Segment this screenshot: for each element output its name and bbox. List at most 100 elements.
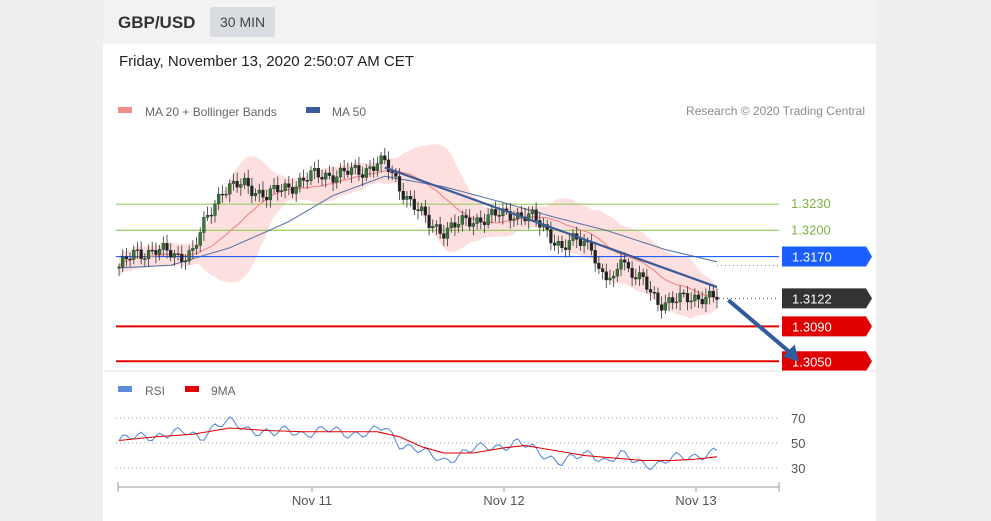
candle-body xyxy=(397,176,402,192)
candle-body xyxy=(176,253,180,255)
candle-body xyxy=(187,250,191,262)
pivot-tag-label: 1.3170 xyxy=(792,250,832,265)
price-plot-area: 1.3230 1.3200 1.3170 1.3122 1.3090 1.3050 xyxy=(116,144,872,372)
rsi-ma-line xyxy=(118,427,718,462)
time-axis-tick-label: Nov 13 xyxy=(675,493,716,508)
candle-body xyxy=(279,190,284,192)
candle-body xyxy=(375,163,379,171)
candle-body xyxy=(556,241,560,246)
candle-body xyxy=(645,276,649,290)
candle-body xyxy=(368,166,372,169)
candle-body xyxy=(648,289,653,293)
candle-body xyxy=(331,175,335,183)
support-tag-label: 1.3050 xyxy=(792,354,832,369)
candle-body xyxy=(479,217,483,223)
candle-body xyxy=(549,229,553,244)
candle-body xyxy=(235,180,239,188)
timeframe-button[interactable]: 30 MIN xyxy=(210,7,276,37)
legend-rsi-swatch xyxy=(118,386,132,392)
candle-body xyxy=(490,209,494,216)
candle-body xyxy=(512,218,516,221)
candle-body xyxy=(416,209,420,211)
candle-body xyxy=(364,168,368,178)
candle-body xyxy=(390,171,394,174)
candle-body xyxy=(320,176,324,180)
candle-body xyxy=(357,165,361,175)
candle-body xyxy=(615,268,619,277)
candle-body xyxy=(464,215,468,219)
candle-body xyxy=(453,222,457,228)
candle-body xyxy=(493,209,498,216)
candle-body xyxy=(205,214,210,218)
candle-body xyxy=(582,240,586,246)
candle-body xyxy=(471,223,475,227)
candle-body xyxy=(427,214,431,229)
candle-body xyxy=(663,302,667,311)
candle-body xyxy=(346,170,350,175)
candle-body xyxy=(600,268,605,272)
candle-body xyxy=(169,250,173,258)
candle-body xyxy=(287,183,291,188)
resistance-label: 1.3200 xyxy=(791,222,831,237)
support-tag-label: 1.3090 xyxy=(792,319,832,334)
candle-body xyxy=(527,213,531,222)
current-price-label: 1.3122 xyxy=(792,291,832,306)
candle-body xyxy=(394,172,398,177)
candle-body xyxy=(158,249,162,255)
rsi-legend: RSI 9MA xyxy=(118,384,236,398)
time-axis-tick-label: Nov 12 xyxy=(483,493,524,508)
candle-body xyxy=(623,259,627,263)
candle-body xyxy=(667,297,671,304)
legend-9ma-label: 9MA xyxy=(211,384,236,398)
candle-body xyxy=(135,249,140,251)
candle-body xyxy=(652,292,656,294)
candle-body xyxy=(265,197,269,201)
candle-body xyxy=(475,217,479,224)
currency-pair-title: GBP/USD xyxy=(118,13,196,32)
candle-body xyxy=(700,299,704,305)
candle-body xyxy=(567,240,571,250)
candle-body xyxy=(630,267,634,278)
candle-body xyxy=(593,250,597,264)
current-price-tag xyxy=(782,288,872,309)
candle-body xyxy=(508,211,512,221)
candle-body xyxy=(180,253,184,262)
candle-body xyxy=(457,224,461,228)
candle-body xyxy=(420,206,424,211)
candle-body xyxy=(276,185,280,192)
candle-body xyxy=(121,256,125,268)
candle-body xyxy=(161,243,165,250)
candle-body xyxy=(261,189,265,198)
candle-body xyxy=(578,239,583,246)
support-tag xyxy=(782,316,872,337)
candle-body xyxy=(290,187,295,194)
candle-body xyxy=(678,292,682,303)
candle-body xyxy=(674,301,678,304)
candle-body xyxy=(604,271,608,281)
candle-body xyxy=(338,167,343,178)
candle-body xyxy=(298,177,302,188)
candle-body xyxy=(560,241,564,249)
rsi-tick-label: 50 xyxy=(791,436,805,451)
research-credit: Research © 2020 Trading Central xyxy=(686,104,865,118)
candle-body xyxy=(386,159,391,172)
legend-9ma-swatch xyxy=(185,386,199,392)
candle-body xyxy=(253,193,258,197)
candle-body xyxy=(228,183,232,195)
candle-body xyxy=(324,172,328,180)
candle-body xyxy=(608,277,612,281)
candle-body xyxy=(442,233,446,239)
candle-body xyxy=(564,247,568,250)
rsi-tick-label: 70 xyxy=(791,411,805,426)
candle-body xyxy=(486,214,490,225)
candle-body xyxy=(172,253,176,258)
candle-body xyxy=(460,215,464,225)
candle-body xyxy=(150,249,154,252)
candle-body xyxy=(445,227,450,239)
candle-body xyxy=(213,203,217,216)
candle-body xyxy=(154,250,158,255)
candle-body xyxy=(383,155,387,161)
candle-body xyxy=(715,296,719,300)
timestamp: Friday, November 13, 2020 2:50:07 AM CET xyxy=(119,53,414,70)
candle-body xyxy=(335,176,339,183)
